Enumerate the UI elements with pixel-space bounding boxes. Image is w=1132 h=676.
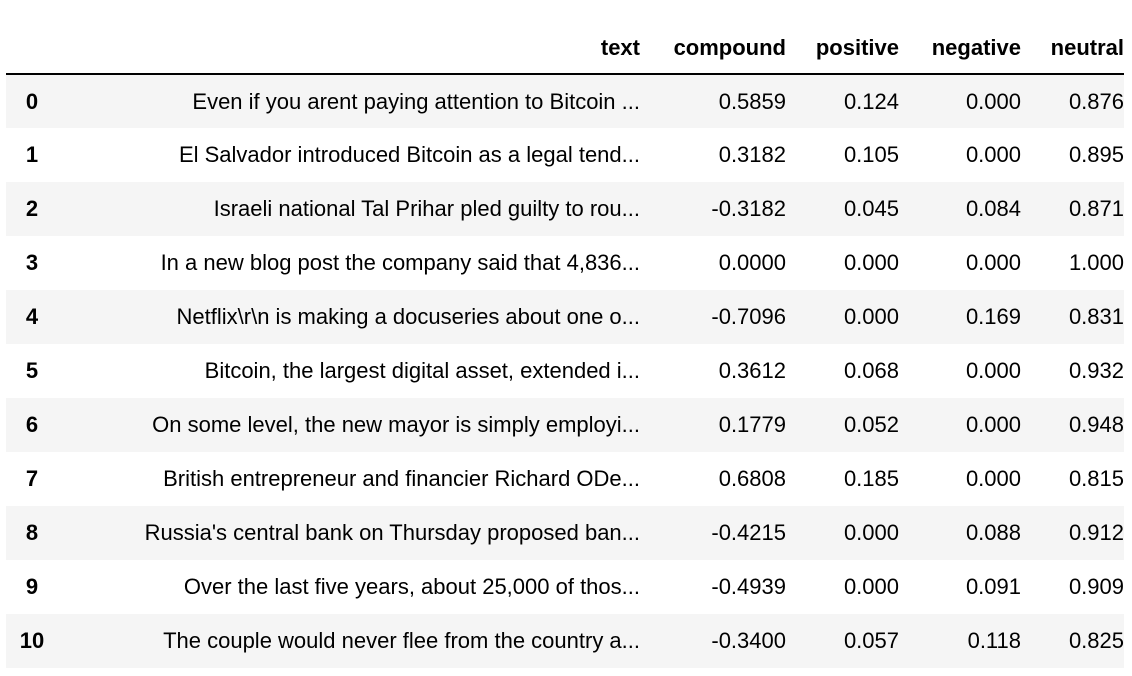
row-index: 4 [25, 304, 39, 329]
table-row: 0 Even if you arent paying attention to B… [6, 74, 1124, 128]
cell-neutral: 1.000 [1068, 250, 1124, 275]
header-negative: negative [931, 34, 1021, 60]
cell-neutral: 0.871 [1068, 196, 1124, 221]
row-index: 8 [25, 520, 39, 545]
cell-negative: 0.084 [965, 196, 1021, 221]
cell-text: British entrepreneur and financier Richa… [163, 466, 640, 491]
cell-compound: -0.4215 [711, 520, 786, 545]
header-neutral: neutral [1050, 34, 1124, 60]
row-index: 9 [25, 574, 39, 599]
cell-negative: 0.000 [965, 88, 1021, 114]
cell-positive: 0.000 [843, 574, 899, 599]
cell-positive: 0.105 [843, 142, 899, 167]
cell-positive: 0.000 [843, 520, 899, 545]
cell-neutral: 0.912 [1068, 520, 1124, 545]
table-row: 9 Over the last five years, about 25,000 … [6, 560, 1124, 614]
table-body: 0 Even if you arent paying attention to B… [6, 74, 1124, 668]
cell-positive: 0.052 [843, 412, 899, 437]
cell-negative: 0.091 [965, 574, 1021, 599]
header-positive: positive [815, 34, 899, 60]
cell-positive: 0.185 [843, 466, 899, 491]
row-index: 2 [25, 196, 39, 221]
cell-text: El Salvador introduced Bitcoin as a lega… [178, 142, 640, 167]
row-index: 6 [25, 412, 39, 437]
row-index: 1 [25, 142, 39, 167]
cell-compound: -0.3182 [711, 196, 786, 221]
table-row: 7 British entrepreneur and financier Rich… [6, 452, 1124, 506]
cell-text: Netflix\r\n is making a docuseries about… [176, 304, 640, 329]
cell-compound: 0.3182 [718, 142, 786, 167]
cell-negative: 0.000 [965, 412, 1021, 437]
table-row: 5 Bitcoin, the largest digital asset, ext… [6, 344, 1124, 398]
cell-neutral: 0.876 [1068, 88, 1124, 114]
cell-positive: 0.124 [843, 88, 899, 114]
cell-negative: 0.088 [965, 520, 1021, 545]
row-index: 7 [25, 466, 39, 491]
cell-text: On some level, the new mayor is simply e… [152, 412, 640, 437]
cell-neutral: 0.948 [1068, 412, 1124, 437]
row-index: 0 [25, 88, 39, 114]
sentiment-table: text compound positive negative neutral … [6, 22, 1124, 668]
header-text: text [600, 34, 640, 60]
cell-compound: -0.7096 [711, 304, 786, 329]
cell-compound: 0.0000 [718, 250, 786, 275]
cell-positive: 0.000 [843, 250, 899, 275]
cell-neutral: 0.909 [1068, 574, 1124, 599]
cell-positive: 0.057 [843, 628, 899, 653]
row-index: 3 [25, 250, 39, 275]
cell-neutral: 0.895 [1068, 142, 1124, 167]
cell-text: Over the last five years, about 25,000 o… [183, 574, 640, 599]
cell-text: Bitcoin, the largest digital asset, exte… [204, 358, 640, 383]
cell-positive: 0.000 [843, 304, 899, 329]
cell-negative: 0.000 [965, 358, 1021, 383]
table-row: 8 Russia's central bank on Thursday propo… [6, 506, 1124, 560]
cell-neutral: 0.831 [1068, 304, 1124, 329]
table-header: text compound positive negative neutral [6, 22, 1124, 74]
header-row: text compound positive negative neutral [6, 22, 1124, 74]
cell-compound: -0.4939 [711, 574, 786, 599]
cell-negative: 0.000 [965, 466, 1021, 491]
row-index: 5 [25, 358, 39, 383]
cell-compound: 0.6808 [718, 466, 786, 491]
cell-text: Israeli national Tal Prihar pled guilty … [213, 196, 640, 221]
cell-compound: -0.3400 [711, 628, 786, 653]
cell-positive: 0.045 [843, 196, 899, 221]
row-index: 10 [19, 628, 45, 653]
cell-negative: 0.000 [965, 142, 1021, 167]
cell-text: Russia's central bank on Thursday propos… [144, 520, 640, 545]
header-index [6, 22, 58, 74]
table-row: 1 El Salvador introduced Bitcoin as a leg… [6, 128, 1124, 182]
cell-neutral: 0.932 [1068, 358, 1124, 383]
cell-compound: 0.1779 [718, 412, 786, 437]
table-row: 3 In a new blog post the company said tha… [6, 236, 1124, 290]
header-compound: compound [673, 34, 786, 60]
cell-negative: 0.000 [965, 250, 1021, 275]
cell-compound: 0.3612 [718, 358, 786, 383]
cell-text: The couple would never flee from the cou… [163, 628, 640, 653]
cell-neutral: 0.825 [1068, 628, 1124, 653]
table-row: 4 Netflix\r\n is making a docuseries abou… [6, 290, 1124, 344]
cell-text: In a new blog post the company said that… [160, 250, 640, 275]
cell-positive: 0.068 [843, 358, 899, 383]
cell-neutral: 0.815 [1068, 466, 1124, 491]
table-row: 6 On some level, the new mayor is simply … [6, 398, 1124, 452]
cell-negative: 0.169 [965, 304, 1021, 329]
table-row: 2 Israeli national Tal Prihar pled guilty… [6, 182, 1124, 236]
cell-compound: 0.5859 [718, 88, 786, 114]
table-row: 10 The couple would never flee from the c… [6, 614, 1124, 668]
cell-text: Even if you arent paying attention to Bi… [192, 88, 640, 114]
cell-negative: 0.118 [967, 628, 1021, 653]
